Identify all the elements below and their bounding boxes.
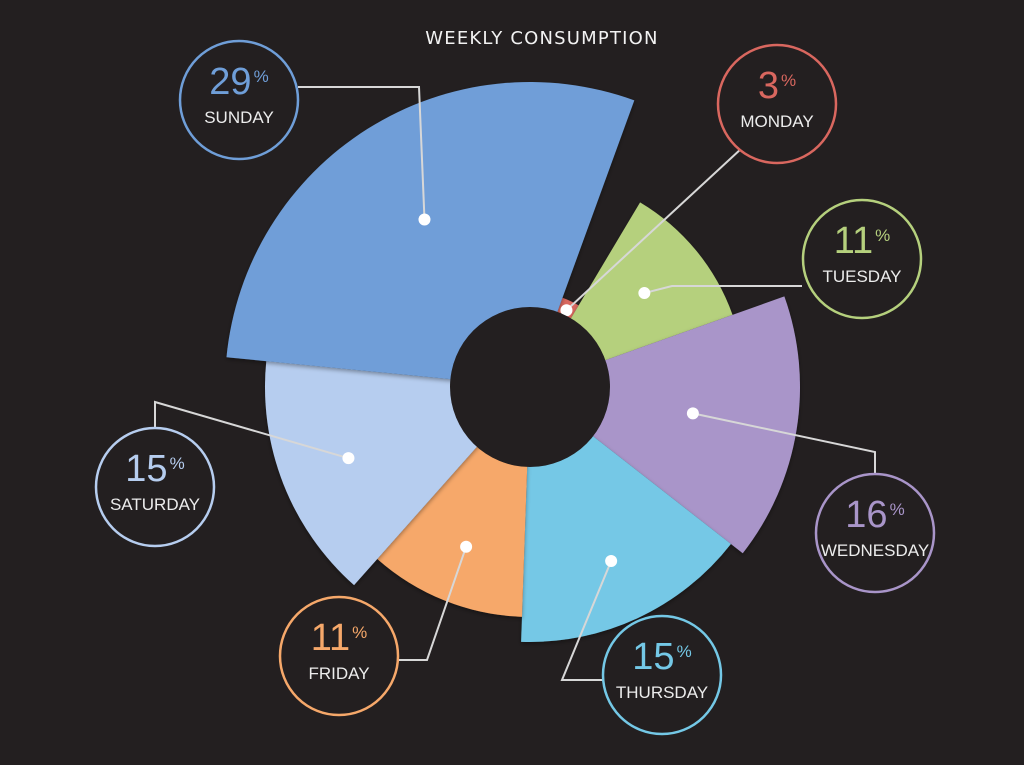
marker-dot-friday [460,540,473,553]
percentage-saturday: 15% [125,448,184,490]
label-bubble-monday: 3 % MONDAY [716,43,838,165]
label-bubble-tuesday: 11 % TUESDAY [801,198,923,320]
connector-wednesday [692,412,876,474]
percentage-unit-friday: % [352,623,367,642]
bubble-ring-saturday [94,426,216,548]
day-label-monday: MONDAY [740,112,813,131]
bubble-ring-sunday [178,39,300,161]
marker-dot-tuesday [638,287,651,300]
label-bubble-sunday: 29 % SUNDAY [178,39,300,161]
percentage-value-wednesday: 16 [845,494,887,536]
percentage-unit-tuesday: % [875,226,890,245]
day-label-wednesday: WEDNESDAY [821,541,929,560]
percentage-value-tuesday: 11 [834,220,873,262]
percentage-value-saturday: 15 [125,448,167,490]
connector-tuesday [644,285,802,295]
percentage-sunday: 29% [209,61,268,103]
percentage-value-thursday: 15 [632,636,674,678]
bubble-ring-wednesday [814,472,936,594]
marker-dot-monday [560,304,573,317]
percentage-value-monday: 3 [758,65,779,107]
day-label-sunday: SUNDAY [204,108,274,127]
marker-dot-sunday [418,213,431,226]
bubble-ring-friday [278,595,400,717]
percentage-unit-sunday: % [254,67,269,86]
day-label-saturday: SATURDAY [110,495,200,514]
percentage-unit-thursday: % [677,642,692,661]
connector-saturday [154,400,349,460]
chart-center-hole [450,307,610,467]
marker-dot-thursday [605,555,618,568]
connectors-layer [154,86,876,681]
connector-monday [565,147,743,311]
day-label-tuesday: TUESDAY [822,267,901,286]
label-bubble-thursday: 15 % THURSDAY [601,614,723,736]
percentage-unit-monday: % [781,71,796,90]
percentage-monday: 3% [758,65,796,107]
marker-dot-saturday [342,452,355,465]
percentage-unit-wednesday: % [890,500,905,519]
slice-wednesday [530,296,801,554]
percentage-value-friday: 11 [311,617,350,659]
percentage-friday: 11% [311,617,368,659]
day-label-thursday: THURSDAY [616,683,708,702]
day-label-friday: FRIDAY [308,664,369,683]
connector-sunday [298,86,426,220]
bubble-ring-tuesday [801,198,923,320]
percentage-tuesday: 11% [834,220,891,262]
percentage-unit-saturday: % [170,454,185,473]
connector-thursday [560,560,613,681]
connector-friday [398,546,468,661]
bubble-ring-thursday [601,614,723,736]
chart-title: WEEKLY CONSUMPTION [425,28,659,49]
labels-layer: 3 % MONDAY 11 % TUESDAY 16 % WEDNESDAY 15 % THURSDA… [94,39,936,736]
percentage-thursday: 15% [632,636,691,678]
label-bubble-wednesday: 16 % WEDNESDAY [814,472,936,594]
label-bubble-friday: 11 % FRIDAY [278,595,400,717]
marker-dot-wednesday [686,407,699,420]
bubble-ring-monday [716,43,838,165]
percentage-value-sunday: 29 [209,61,251,103]
percentage-wednesday: 16% [845,494,904,536]
label-bubble-saturday: 15 % SATURDAY [94,426,216,548]
